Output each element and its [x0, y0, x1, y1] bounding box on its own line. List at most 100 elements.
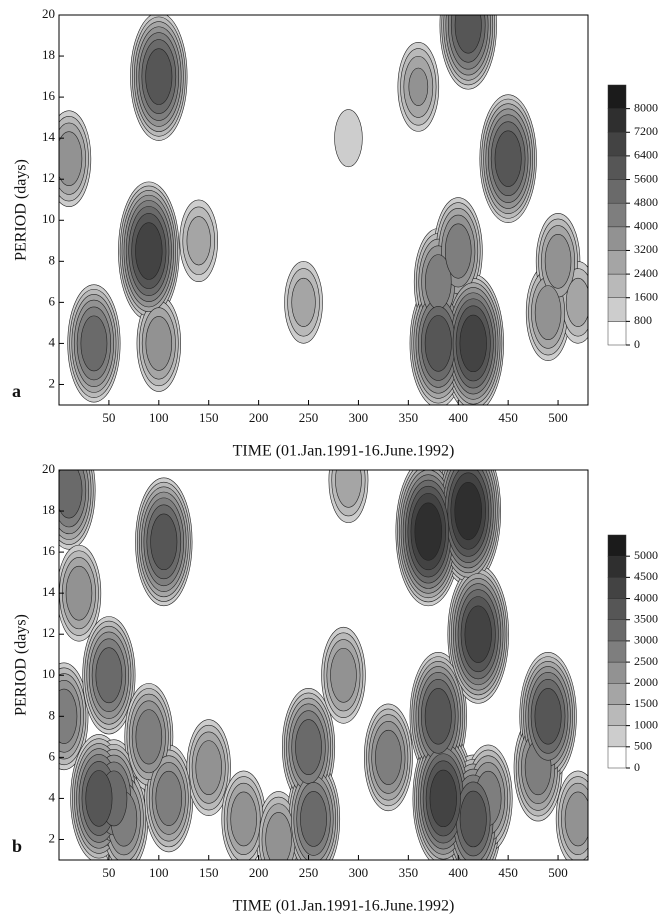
contour-peak — [444, 223, 472, 279]
contour-peak — [295, 719, 322, 775]
colorbar-band — [607, 108, 627, 133]
contour-peak — [65, 565, 93, 621]
x-tick-label: 350 — [399, 865, 419, 880]
x-tick-label: 350 — [399, 410, 419, 425]
colorbar-tick-label: 4500 — [634, 569, 658, 583]
x-tick-label: 200 — [249, 865, 269, 880]
y-tick-label: 4 — [49, 334, 56, 349]
y-tick-label: 18 — [42, 47, 55, 62]
x-tick-label: 400 — [448, 410, 468, 425]
contour-peak — [330, 647, 357, 703]
contour-field — [59, 15, 588, 405]
contour-peak — [195, 740, 222, 795]
colorbar-tick-label: 5600 — [634, 171, 658, 185]
y-tick-label: 6 — [49, 293, 56, 308]
contour-field — [59, 470, 588, 860]
x-tick-label: 200 — [249, 410, 269, 425]
plot-frame — [58, 469, 589, 861]
x-tick-label: 150 — [199, 410, 219, 425]
colorbar-band — [607, 746, 627, 769]
contour-peak — [429, 769, 457, 828]
colorbar-tick-label: 2400 — [634, 266, 658, 280]
y-tick-label: 4 — [49, 789, 56, 804]
contour-peak — [230, 791, 257, 847]
contour-peak — [494, 130, 522, 187]
contour-peak — [464, 605, 492, 663]
contour-peak — [334, 109, 363, 168]
colorbar-band — [607, 661, 627, 684]
contour-peak — [459, 314, 487, 373]
contour-peak — [59, 131, 83, 186]
x-tick-label: 100 — [149, 410, 169, 425]
contour-peak — [291, 277, 316, 327]
colorbar-tick-label: 5000 — [634, 548, 658, 562]
colorbar-tick-label: 3500 — [634, 611, 658, 625]
colorbar-band — [607, 202, 627, 228]
colorbar-band — [607, 132, 627, 157]
x-tick-label: 300 — [349, 865, 369, 880]
colorbar-tick-label: 1500 — [634, 696, 658, 710]
contour-peak — [135, 222, 163, 280]
colorbar-band — [607, 84, 627, 109]
colorbar-tick-label: 7200 — [634, 124, 658, 138]
contour-peak — [564, 791, 588, 847]
colorbar-band — [607, 555, 627, 578]
contour-peak — [335, 470, 362, 508]
x-tick-label: 250 — [299, 865, 319, 880]
x-tick-label: 500 — [548, 865, 568, 880]
colorbar-tick-label: 0 — [634, 337, 640, 351]
colorbar-tick-label: 2000 — [634, 675, 658, 689]
x-axis-label: TIME (01.Jan.1991-16.June.1992) — [233, 443, 455, 460]
y-axis-label: PERIOD (days) — [13, 159, 30, 261]
x-axis-label: TIME (01.Jan.1991-16.June.1992) — [233, 898, 455, 915]
panel-label: a — [12, 381, 21, 401]
x-tick-label: 50 — [102, 410, 115, 425]
colorbar-tick-label: 500 — [634, 739, 652, 753]
contour-peak — [424, 688, 452, 745]
contour-peak — [424, 315, 452, 372]
contour-peak — [454, 15, 482, 54]
x-tick-label: 250 — [299, 410, 319, 425]
colorbar-band — [607, 226, 627, 251]
contour-peak — [544, 233, 572, 289]
x-tick-label: 500 — [548, 410, 568, 425]
contour-peak — [135, 709, 163, 765]
colorbar-band — [607, 155, 627, 180]
contour-peak — [454, 481, 483, 541]
contour-peak — [300, 791, 327, 847]
colorbar-band — [607, 683, 627, 705]
contour-peak — [565, 277, 588, 327]
contour-peak — [265, 812, 292, 860]
y-tick-label: 2 — [49, 375, 56, 390]
y-axis-label: PERIOD (days) — [13, 614, 30, 716]
contour-peak — [150, 513, 178, 571]
y-tick-label: 16 — [42, 88, 56, 103]
contour-peak — [414, 502, 443, 561]
colorbar-tick-label: 6400 — [634, 148, 658, 162]
contour-peak — [59, 688, 78, 744]
y-tick-label: 14 — [42, 584, 56, 599]
colorbar-band — [607, 297, 627, 322]
contour-peak — [408, 67, 429, 106]
colorbar-tick-label: 0 — [634, 760, 640, 774]
colorbar-band — [607, 534, 627, 557]
y-tick-label: 2 — [49, 830, 56, 845]
colorbar-band — [607, 250, 627, 275]
x-tick-label: 50 — [102, 865, 115, 880]
y-tick-label: 14 — [42, 129, 56, 144]
colorbar-tick-label: 8000 — [634, 100, 658, 114]
x-tick-label: 300 — [349, 410, 369, 425]
colorbar-tick-label: 4000 — [634, 219, 658, 233]
y-tick-label: 12 — [42, 170, 55, 185]
colorbar-band — [607, 619, 627, 642]
y-tick-label: 8 — [49, 252, 56, 267]
colorbar-band — [607, 577, 627, 599]
colorbar-tick-label: 3000 — [634, 633, 658, 647]
contour-peak — [155, 770, 183, 826]
colorbar-tick-label: 1000 — [634, 717, 658, 731]
y-tick-label: 10 — [42, 211, 55, 226]
contour-peak — [80, 315, 108, 372]
panel-label: b — [12, 836, 22, 856]
plot-frame — [58, 14, 589, 406]
